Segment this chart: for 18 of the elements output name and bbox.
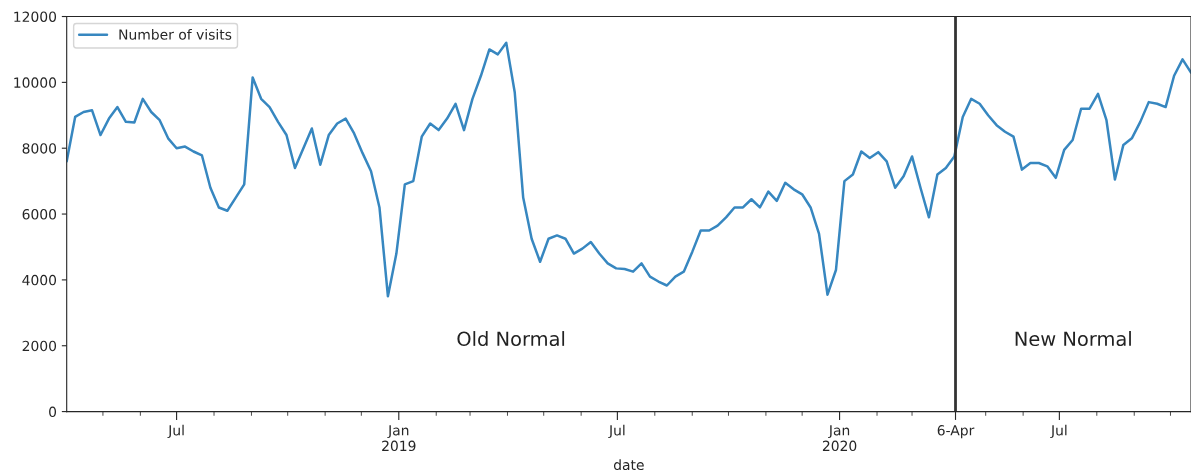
annotation: Old Normal (457, 331, 565, 347)
y-tick-label: 10000 (14, 77, 57, 88)
legend-label: Number of visits (119, 29, 232, 40)
x-tick-label: Jul (608, 424, 625, 439)
annotation: New Normal (1015, 331, 1131, 347)
x-axis-title: date (613, 459, 644, 471)
line-series (66, 41, 1191, 298)
y-tick-label: 2000 (22, 340, 57, 352)
y-tick-label: 0 (49, 406, 57, 418)
x-tick-label: 6-Apr (937, 425, 975, 439)
y-tick-label: 8000 (22, 143, 57, 154)
x-tick-label: Jan 2020 (822, 425, 857, 452)
x-tick-label: Jul (167, 424, 184, 439)
x-tick-label: Jul (1050, 424, 1067, 439)
y-tick-label: 4000 (22, 274, 57, 286)
y-tick-label: 12000 (14, 11, 57, 22)
x-tick-label: Jan 2019 (382, 425, 416, 452)
y-tick-label: 6000 (22, 209, 57, 220)
